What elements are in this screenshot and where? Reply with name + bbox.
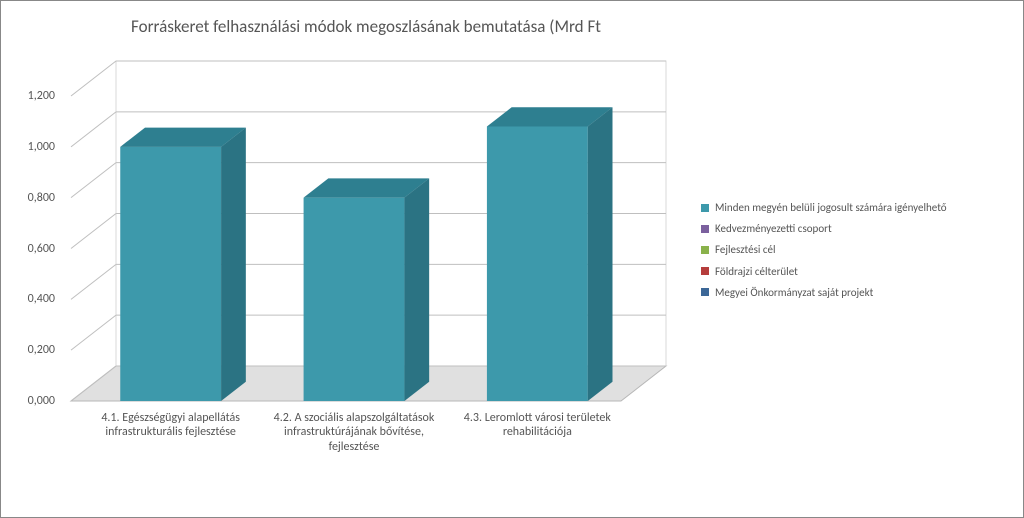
legend-item: Megyei Önkormányzat saját projekt xyxy=(701,286,1011,299)
gridline xyxy=(71,264,116,299)
y-tick-label: 0,200 xyxy=(28,343,55,357)
y-tick-label: 1,200 xyxy=(28,89,55,103)
legend-label: Fejlesztési cél xyxy=(715,243,776,256)
legend-label: Minden megyén belüli jogosult számára ig… xyxy=(715,201,947,214)
legend-item: Földrajzi célterület xyxy=(701,265,1011,278)
y-tick-label: 0,600 xyxy=(28,242,55,256)
y-axis: 0,0000,2000,4000,6000,8001,0001,200 xyxy=(1,61,63,401)
legend-swatch xyxy=(701,246,709,254)
x-axis: 4.1. Egészségügyi alapellátás infrastruk… xyxy=(71,411,666,511)
bar-side xyxy=(221,128,246,401)
y-tick-label: 1,000 xyxy=(28,140,55,154)
y-tick-label: 0,800 xyxy=(28,191,55,205)
gridline xyxy=(71,163,116,198)
bar-front xyxy=(304,198,405,401)
legend-item: Kedvezményezetti csoport xyxy=(701,222,1011,235)
y-tick-label: 0,400 xyxy=(28,292,55,306)
chart-svg xyxy=(71,61,666,401)
x-category-label: 4.3. Leromlott városi területek rehabili… xyxy=(450,411,624,440)
legend-swatch xyxy=(701,288,709,296)
y-tick-label: 0,000 xyxy=(28,394,55,408)
chart-plot xyxy=(71,61,666,401)
legend-item: Minden megyén belüli jogosult számára ig… xyxy=(701,201,1011,214)
legend-swatch xyxy=(701,204,709,212)
legend-swatch xyxy=(701,225,709,233)
chart-legend: Minden megyén belüli jogosult számára ig… xyxy=(701,201,1011,307)
bar-side xyxy=(588,107,613,401)
x-category-label: 4.2. A szociális alapszolgáltatások infr… xyxy=(267,411,441,454)
legend-swatch xyxy=(701,267,709,275)
legend-label: Kedvezményezetti csoport xyxy=(715,222,832,235)
x-category-label: 4.1. Egészségügyi alapellátás infrastruk… xyxy=(84,411,258,440)
gridline xyxy=(71,61,116,96)
bar-front xyxy=(120,147,221,401)
gridline xyxy=(71,112,116,147)
legend-label: Földrajzi célterület xyxy=(715,265,798,278)
chart-title: Forráskeret felhasználási módok megoszlá… xyxy=(1,16,731,37)
gridline xyxy=(71,214,116,249)
gridline xyxy=(71,315,116,350)
bar-side xyxy=(404,178,429,401)
legend-label: Megyei Önkormányzat saját projekt xyxy=(715,286,873,299)
bar-front xyxy=(487,127,588,402)
chart-container: Forráskeret felhasználási módok megoszlá… xyxy=(0,0,1024,518)
legend-item: Fejlesztési cél xyxy=(701,243,1011,256)
